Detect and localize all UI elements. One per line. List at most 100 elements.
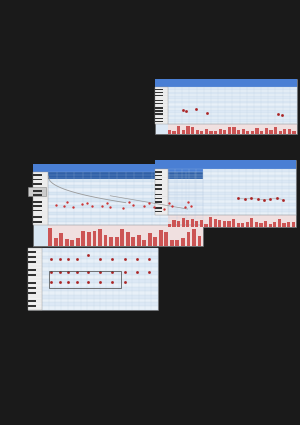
Bar <box>98 229 102 246</box>
Bar <box>42 287 158 291</box>
Bar <box>155 160 296 169</box>
Bar <box>168 224 171 227</box>
Bar <box>168 124 297 134</box>
Bar <box>241 223 244 227</box>
Bar <box>155 121 163 122</box>
Bar <box>279 130 282 134</box>
Bar <box>155 207 163 209</box>
Bar <box>33 164 203 246</box>
Bar <box>28 248 42 310</box>
Bar <box>142 240 146 246</box>
Bar <box>168 200 296 203</box>
Bar <box>182 218 185 227</box>
Bar <box>59 232 63 246</box>
Bar <box>155 201 163 203</box>
Bar <box>168 108 297 110</box>
Bar <box>28 269 36 271</box>
Bar <box>278 219 281 227</box>
Bar <box>33 178 42 181</box>
Bar <box>255 221 258 227</box>
Bar <box>155 92 163 94</box>
Bar <box>155 79 297 88</box>
Bar <box>155 95 163 96</box>
Bar <box>219 130 222 134</box>
Bar <box>227 221 231 227</box>
Bar <box>155 175 163 176</box>
Bar <box>168 192 296 195</box>
Bar <box>168 178 296 180</box>
Bar <box>28 261 36 263</box>
Bar <box>214 131 217 134</box>
Bar <box>28 274 36 276</box>
Bar <box>33 216 42 218</box>
Bar <box>181 238 185 246</box>
Bar <box>155 211 163 212</box>
Bar <box>168 113 297 115</box>
Bar <box>137 235 141 246</box>
Bar <box>186 220 189 227</box>
Bar <box>48 198 203 202</box>
Bar <box>168 215 296 227</box>
Bar <box>168 203 296 206</box>
Bar <box>33 164 203 172</box>
Bar <box>42 264 158 267</box>
Bar <box>120 229 124 246</box>
Bar <box>70 240 74 246</box>
Bar <box>48 205 203 208</box>
Bar <box>28 292 36 295</box>
Bar <box>168 212 296 215</box>
Bar <box>218 220 221 227</box>
Bar <box>282 223 286 227</box>
Bar <box>48 202 203 205</box>
Bar <box>42 283 158 287</box>
Bar <box>92 232 96 246</box>
Bar <box>168 183 296 186</box>
Bar <box>168 115 297 117</box>
Bar <box>228 127 231 134</box>
Bar <box>48 182 203 185</box>
Bar <box>214 218 217 227</box>
Bar <box>274 127 277 134</box>
Bar <box>168 103 297 106</box>
Bar <box>168 88 297 124</box>
Bar <box>42 271 158 275</box>
Bar <box>155 178 163 180</box>
Bar <box>260 223 262 227</box>
Bar <box>155 194 163 196</box>
Bar <box>168 106 297 108</box>
Bar <box>155 198 163 199</box>
Bar <box>48 178 203 182</box>
Bar <box>264 221 267 227</box>
Bar <box>48 192 203 195</box>
Bar <box>28 287 36 289</box>
Bar <box>155 184 163 186</box>
Bar <box>155 188 163 190</box>
Bar <box>196 130 199 134</box>
Bar <box>48 215 203 218</box>
Bar <box>42 295 158 298</box>
Bar <box>246 130 250 134</box>
Bar <box>42 255 158 260</box>
Bar <box>48 172 203 175</box>
Bar <box>283 129 286 134</box>
Bar <box>223 221 226 227</box>
Bar <box>49 271 121 289</box>
Bar <box>192 229 196 246</box>
Bar <box>250 218 254 227</box>
Bar <box>168 189 296 192</box>
Bar <box>155 100 163 101</box>
Bar <box>168 175 296 178</box>
Bar <box>168 195 296 198</box>
Bar <box>109 237 113 246</box>
Bar <box>168 101 297 103</box>
Bar <box>269 130 273 134</box>
Bar <box>209 217 212 227</box>
Bar <box>168 92 297 94</box>
Bar <box>33 221 42 223</box>
Bar <box>205 224 208 227</box>
Bar <box>155 113 163 115</box>
Bar <box>172 219 176 227</box>
Bar <box>42 291 158 295</box>
Bar <box>155 160 296 227</box>
Bar <box>168 180 296 183</box>
